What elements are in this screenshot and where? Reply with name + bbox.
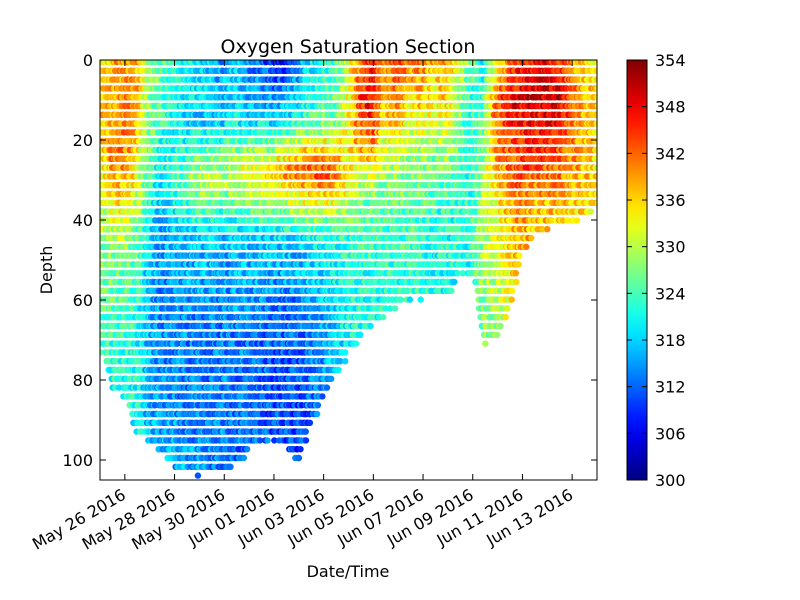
chart-title: Oxygen Saturation Section — [221, 36, 476, 58]
scatter-points — [100, 60, 597, 479]
data-point — [227, 463, 234, 470]
data-point — [240, 454, 247, 462]
data-point — [243, 446, 251, 453]
data-point — [194, 472, 202, 479]
